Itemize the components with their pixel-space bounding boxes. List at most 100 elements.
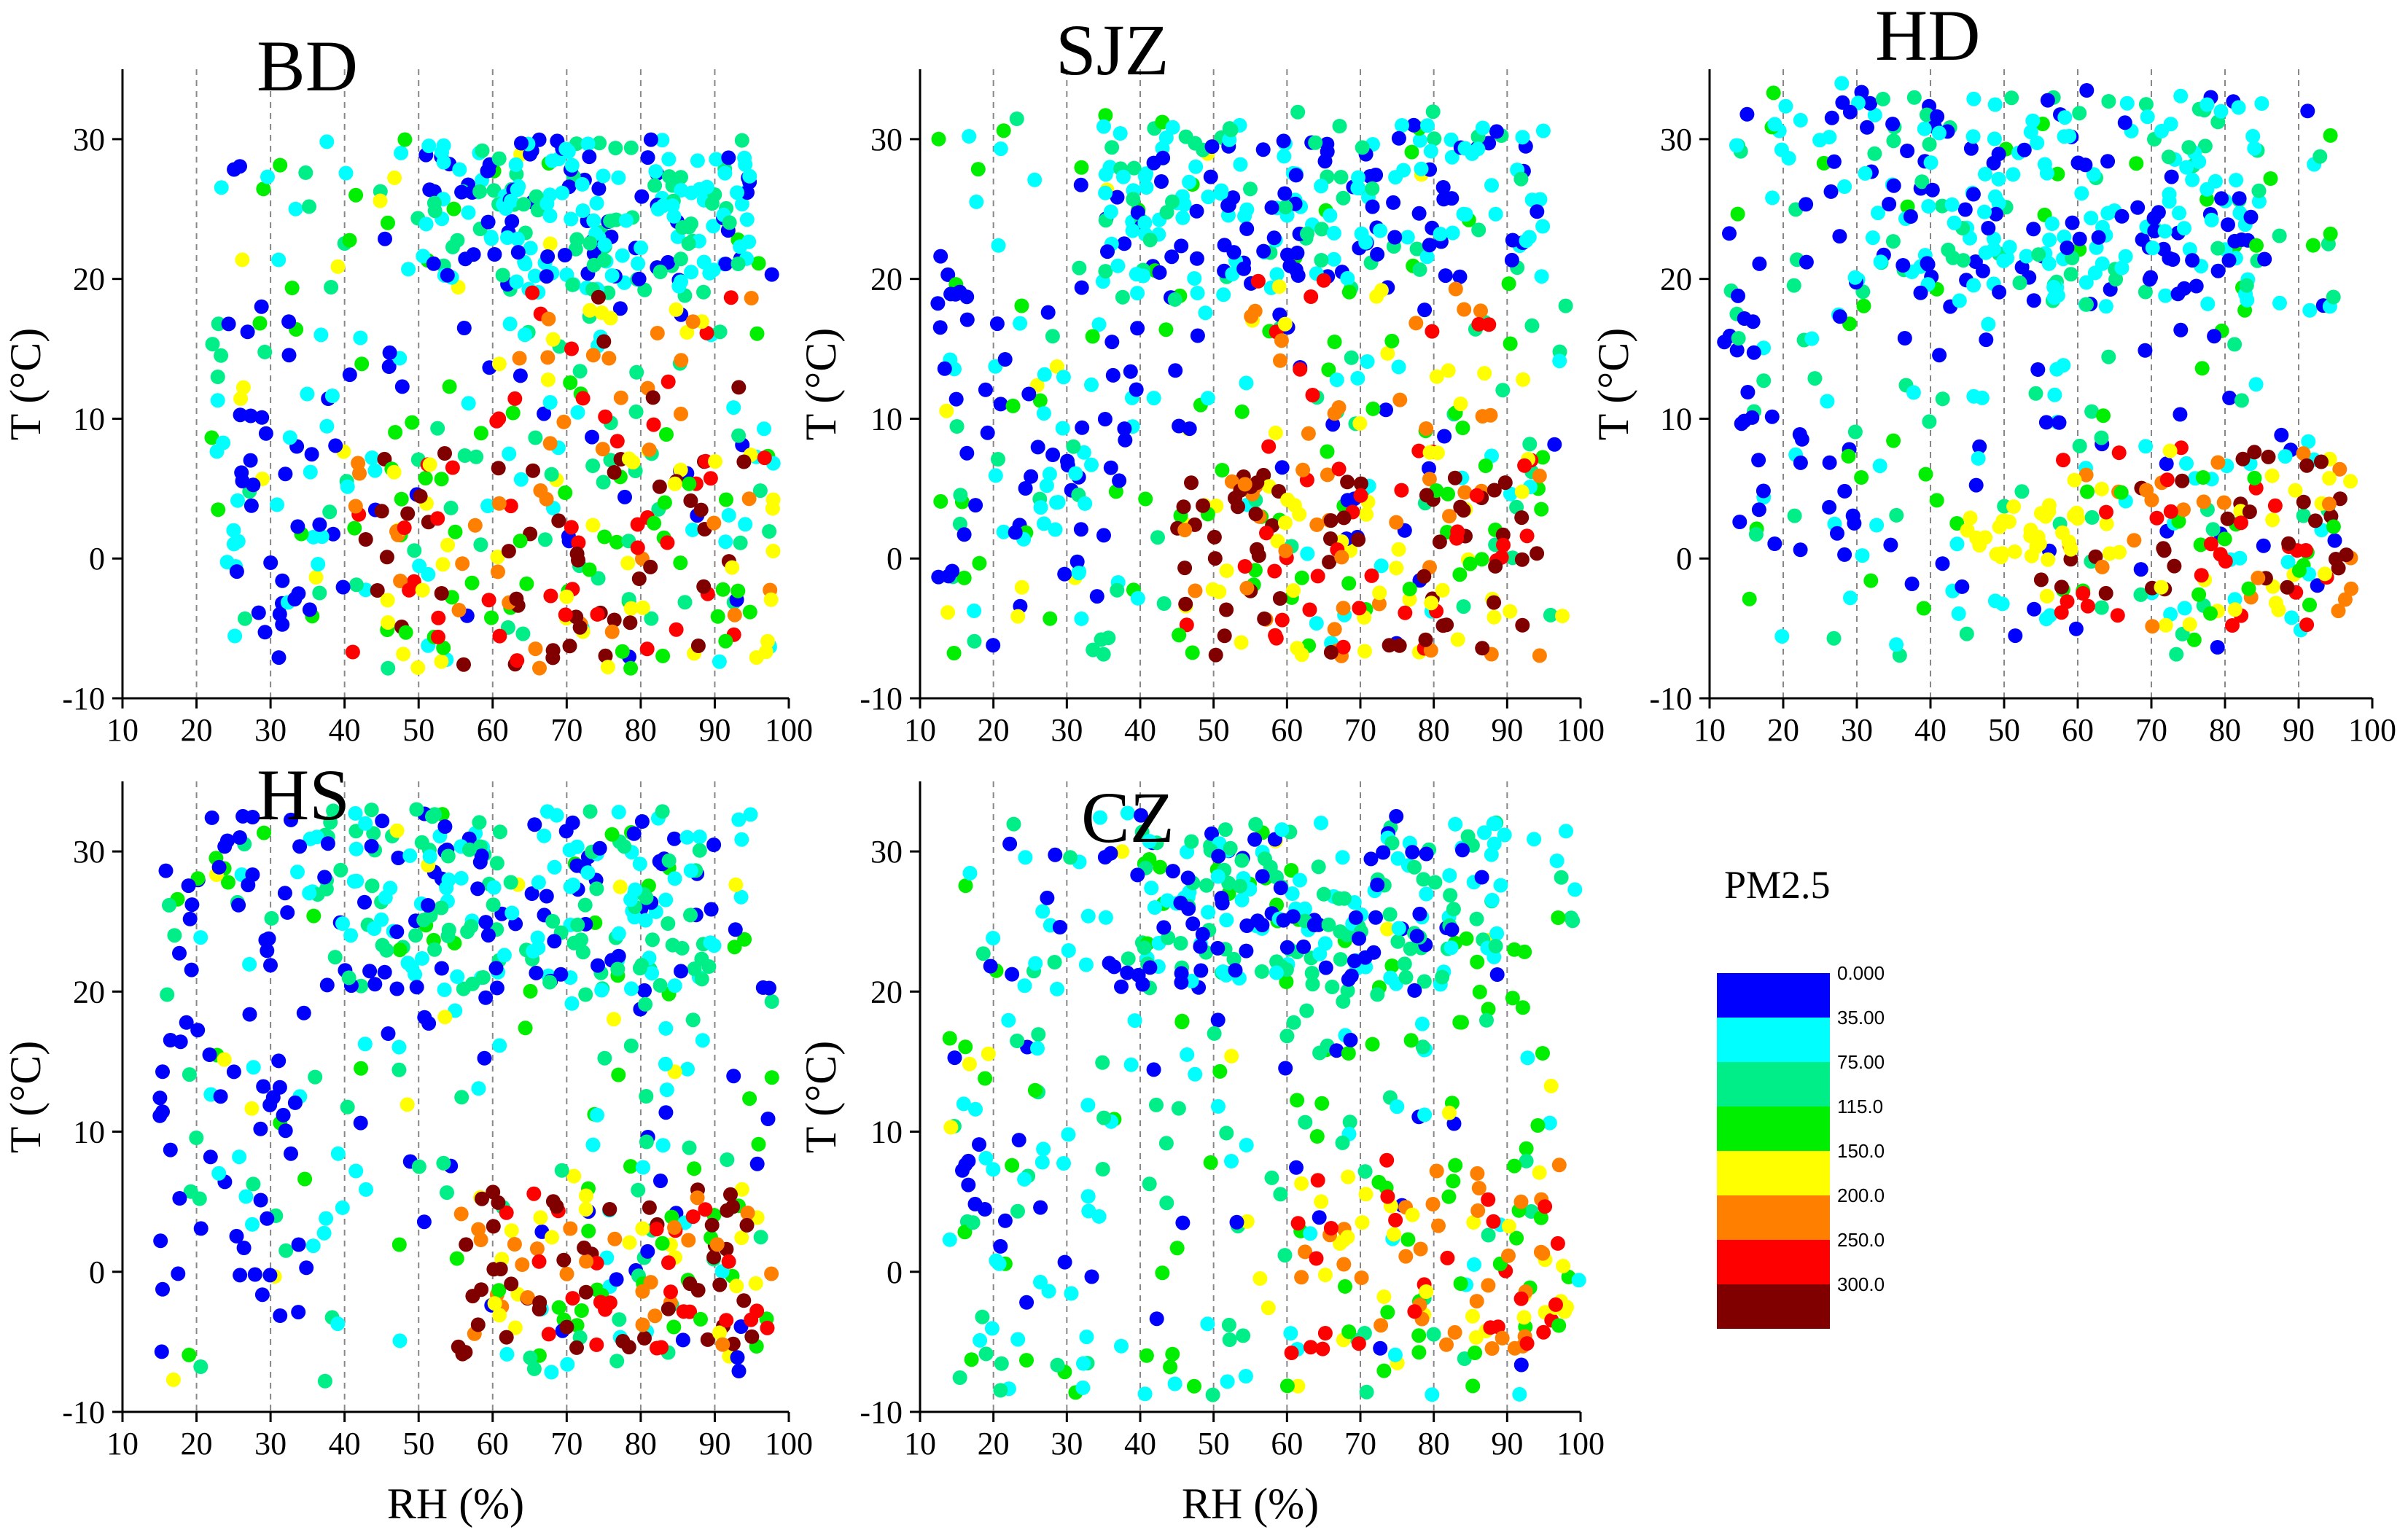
scatter-point — [1261, 1300, 1276, 1316]
scatter-point — [491, 356, 507, 372]
scatter-point — [582, 804, 598, 819]
scatter-point — [1027, 1082, 1043, 1098]
scatter-point — [2217, 531, 2232, 547]
scatter-point — [655, 1236, 670, 1251]
scatter-point — [1456, 206, 1471, 222]
scatter-point — [394, 491, 409, 507]
scatter-point — [449, 1251, 464, 1266]
scatter-point — [260, 1211, 275, 1226]
scatter-point — [229, 1228, 244, 1244]
scatter-point — [930, 296, 946, 311]
scatter-point — [1271, 279, 1287, 294]
scatter-point — [547, 859, 562, 875]
scatter-point — [1425, 1387, 1440, 1402]
scatter-point — [1325, 417, 1341, 432]
scatter-point — [1284, 1346, 1299, 1360]
scatter-point — [650, 326, 665, 340]
scatter-point — [317, 1373, 332, 1389]
scatter-point — [2057, 229, 2072, 244]
scatter-point — [1832, 309, 1847, 324]
scatter-point — [1323, 531, 1338, 546]
scatter-point — [1972, 538, 1987, 553]
scatter-point — [544, 1365, 559, 1380]
scatter-point — [1379, 1152, 1395, 1168]
scatter-point — [467, 518, 483, 533]
scatter-point — [598, 648, 613, 663]
scatter-point — [643, 559, 658, 574]
scatter-point — [1767, 536, 1782, 551]
scatter-point — [491, 1195, 506, 1210]
scatter-point — [1073, 522, 1088, 537]
scatter-point — [1426, 1327, 1441, 1342]
scatter-point — [1929, 493, 1944, 508]
scatter-point — [1559, 824, 1573, 839]
scatter-point — [322, 504, 338, 520]
scatter-point — [297, 1171, 313, 1187]
scatter-point — [298, 165, 313, 180]
scatter-point — [2084, 211, 2099, 226]
scatter-point — [1340, 475, 1355, 490]
scatter-point — [300, 386, 315, 402]
scatter-point — [1357, 1164, 1373, 1179]
scatter-point — [1055, 421, 1070, 436]
scatter-point — [1312, 1045, 1328, 1061]
scatter-point — [391, 1237, 407, 1252]
scatter-point — [1925, 182, 1940, 198]
scatter-point — [495, 268, 510, 283]
colorbar-label: 150.0 — [1837, 1140, 1885, 1162]
scatter-point — [611, 926, 626, 941]
scatter-point — [765, 544, 781, 558]
scatter-point — [1137, 215, 1153, 230]
scatter-point — [1117, 421, 1132, 437]
scatter-point — [1841, 448, 1856, 464]
scatter-point — [1207, 1026, 1222, 1041]
scatter-point — [607, 1231, 623, 1246]
scatter-point — [1284, 863, 1299, 878]
scatter-point — [1207, 551, 1223, 566]
scatter-point — [211, 859, 227, 875]
scatter-point — [1236, 261, 1252, 276]
scatter-point — [1519, 528, 1535, 544]
scatter-point — [2139, 483, 2154, 498]
scatter-point — [1283, 1326, 1298, 1341]
scatter-point — [671, 278, 687, 294]
scatter-point — [1387, 1347, 1403, 1362]
scatter-point — [456, 321, 472, 335]
scatter-point — [673, 462, 688, 477]
scatter-point — [2296, 508, 2311, 523]
scatter-point — [721, 1254, 736, 1269]
scatter-point — [1389, 515, 1404, 530]
scatter-point — [233, 159, 247, 174]
scatter-point — [1373, 223, 1388, 238]
y-tick-label: 30 — [870, 834, 903, 870]
scatter-point — [1388, 1212, 1403, 1227]
scatter-point — [1301, 426, 1316, 441]
scatter-point — [1746, 345, 1761, 360]
y-axis-label: T (°C) — [797, 328, 845, 441]
scatter-point — [1095, 1055, 1110, 1070]
scatter-point — [1354, 1270, 1369, 1285]
scatter-point — [287, 1095, 303, 1110]
scatter-point — [542, 208, 558, 223]
scatter-point — [623, 1038, 639, 1053]
scatter-point — [956, 1096, 971, 1112]
scatter-point — [723, 290, 739, 305]
scatter-point — [1300, 226, 1314, 241]
colorbar-band — [1717, 1284, 1830, 1329]
scatter-point — [1382, 907, 1398, 922]
scatter-point — [681, 1233, 696, 1248]
scatter-point — [566, 935, 582, 950]
scatter-point — [245, 867, 260, 882]
scatter-point — [2261, 449, 2276, 464]
scatter-point — [730, 583, 746, 598]
scatter-point — [193, 930, 209, 945]
scatter-point — [1766, 85, 1781, 101]
scatter-point — [2272, 228, 2287, 243]
scatter-points — [204, 132, 781, 676]
scatter-point — [537, 406, 552, 421]
scatter-point — [348, 577, 364, 593]
scatter-point — [2337, 592, 2353, 607]
scatter-point — [364, 838, 379, 854]
scatter-point — [604, 624, 620, 639]
x-tick-label: 20 — [978, 1426, 1010, 1461]
